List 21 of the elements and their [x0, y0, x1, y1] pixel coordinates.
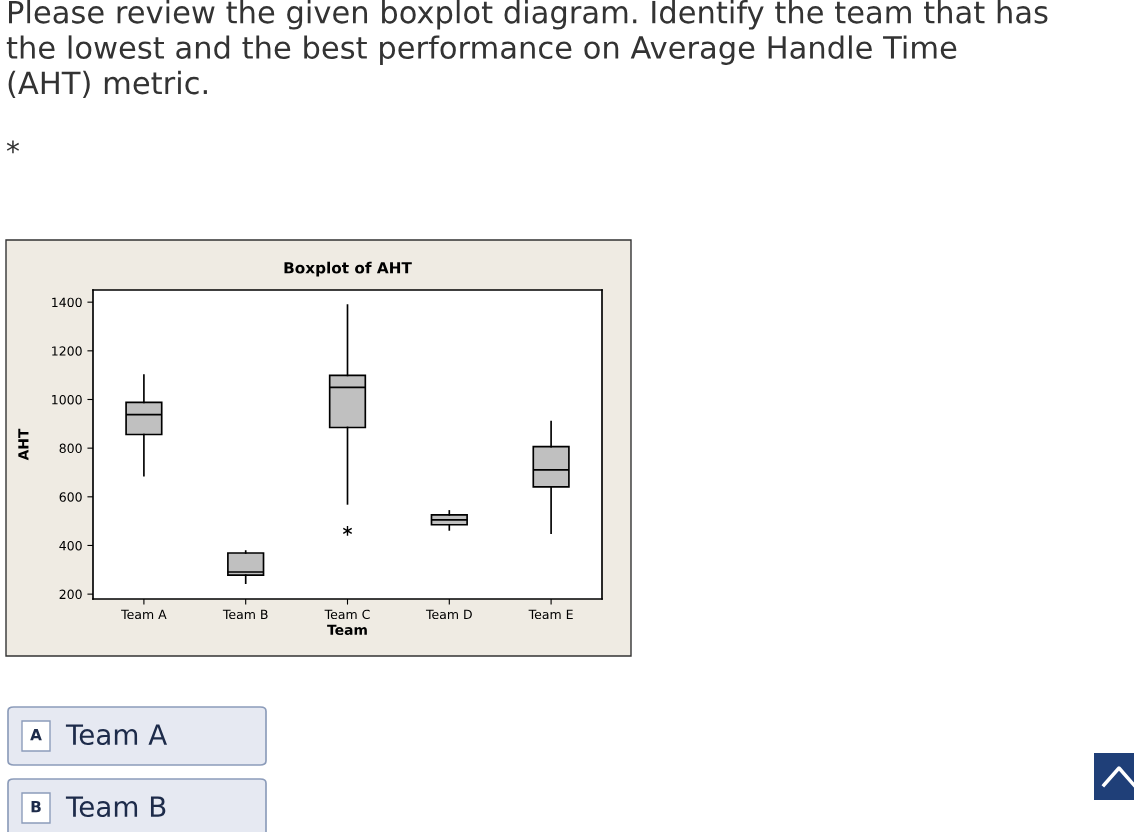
chart-title: Boxplot of AHT — [284, 261, 412, 277]
x-tick-label: Team B — [222, 609, 268, 620]
y-tick-label: 200 — [59, 589, 82, 600]
y-tick-label: 1400 — [52, 297, 82, 308]
text: Team B — [65, 796, 166, 818]
x-tick-label: Team A — [121, 609, 167, 620]
x-tick-label: Team D — [425, 609, 472, 620]
y-tick-label: 400 — [59, 540, 82, 551]
y-tick-label: 600 — [59, 492, 82, 502]
text: Team A — [65, 724, 168, 746]
x-axis-title: Team — [327, 624, 367, 636]
text: B — [31, 801, 41, 813]
y-axis-title: AHT — [18, 428, 29, 461]
text: A — [30, 729, 42, 741]
text: Please review the given boxplot diagram. Identify the team that has the lowest and the best performance on Average Handle Time (AHT) metric. — [6, 0, 1048, 98]
x-tick-label: Team E — [528, 609, 573, 620]
y-tick-label: 1000 — [52, 394, 82, 405]
text: * — [6, 140, 20, 154]
x-tick-label: Team C — [324, 609, 370, 620]
y-tick-label: 1200 — [52, 346, 82, 356]
y-tick-label: 800 — [59, 443, 82, 454]
